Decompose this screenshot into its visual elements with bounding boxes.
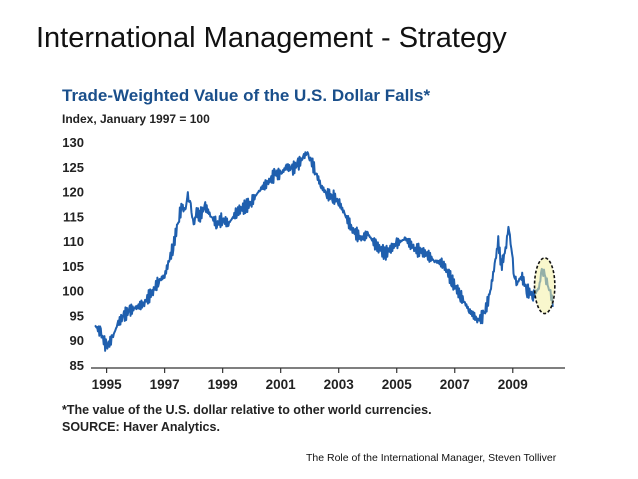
y-tick-label: 95 — [70, 308, 84, 323]
x-tick-label: 1999 — [208, 377, 238, 392]
x-tick-label: 2007 — [440, 377, 470, 392]
x-tick-label: 1995 — [92, 377, 123, 392]
chart-subtitle: Index, January 1997 = 100 — [62, 112, 210, 126]
x-tick-label: 2003 — [324, 377, 355, 392]
slide-credit: The Role of the International Manager, S… — [306, 452, 557, 464]
y-tick-label: 125 — [62, 160, 84, 175]
series-line — [94, 151, 554, 352]
y-tick-label: 105 — [62, 259, 84, 274]
y-tick-label: 130 — [62, 135, 84, 150]
x-tick-label: 2001 — [266, 377, 297, 392]
chart-title: Trade-Weighted Value of the U.S. Dollar … — [62, 86, 431, 105]
slide-title: International Management - Strategy — [36, 22, 507, 54]
x-tick-label: 2009 — [498, 377, 528, 392]
highlight-ellipse — [533, 257, 556, 315]
y-tick-label: 120 — [62, 185, 84, 200]
y-tick-label: 115 — [63, 209, 84, 224]
footnote-source: SOURCE: Haver Analytics. — [62, 420, 220, 434]
x-axis: 1995 1997 1999 2001 2003 2005 2007 2009 — [91, 367, 565, 392]
y-tick-label: 85 — [70, 358, 84, 373]
x-tick-label: 1997 — [150, 377, 180, 392]
footnote-definition: *The value of the U.S. dollar relative t… — [62, 403, 432, 417]
x-tick-label: 2005 — [382, 377, 413, 392]
y-tick-label: 100 — [62, 284, 84, 299]
series-layer — [94, 151, 554, 352]
highlight-layer — [533, 257, 556, 315]
y-tick-label: 110 — [63, 234, 84, 249]
y-tick-label: 90 — [70, 333, 84, 348]
y-axis: 85 90 95 100 105 110 115 120 125 130 — [62, 135, 84, 373]
